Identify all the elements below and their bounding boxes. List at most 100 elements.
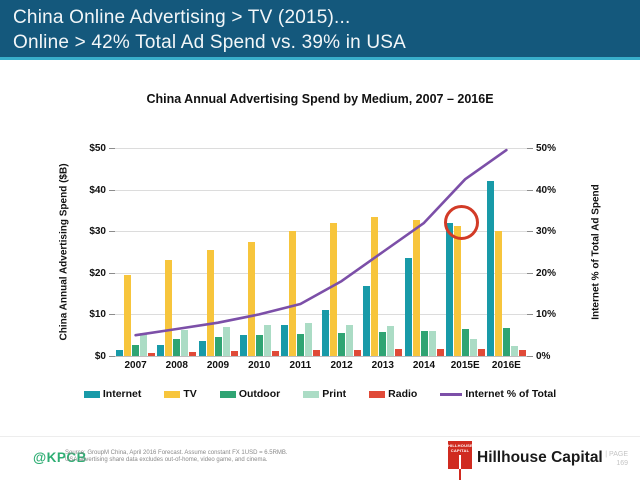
right-axis-tick-label: 20%: [536, 267, 557, 279]
chart-title: China Annual Advertising Spend by Medium…: [146, 92, 494, 106]
bar-outdoor-2012: [338, 333, 346, 356]
legend-item-radio: Radio: [369, 388, 417, 400]
bar-tv-2011: [288, 231, 296, 356]
left-axis-tick-label: $0: [94, 351, 106, 362]
x-axis-label-2014: 2014: [412, 360, 436, 371]
x-axis-label-2011: 2011: [289, 360, 312, 371]
header-title-line1: China Online Advertising > TV (2015)...: [13, 7, 351, 28]
bar-internet-2008: [157, 345, 165, 356]
chart-legend: Internet TV Outdoor Print Radio Internet % of…: [0, 388, 640, 400]
bar-radio-2016e: [518, 350, 526, 356]
highlight-circle-annotation: [443, 205, 479, 241]
right-axis-tick-label: 10%: [536, 309, 557, 321]
left-axis-tick: [109, 148, 115, 149]
gridline: [115, 231, 527, 233]
right-axis-title: Internet % of Total Ad Spend: [590, 184, 602, 320]
bar-outdoor-2008: [173, 339, 181, 356]
bar-tv-2010: [247, 241, 255, 356]
gridline: [115, 272, 527, 274]
bar-internet-2010: [239, 335, 247, 356]
legend-item-print: Print: [303, 388, 346, 400]
bar-tv-2015e: [453, 225, 461, 356]
gridline: [115, 314, 527, 316]
brand-name: Hillhouse Capital: [477, 449, 603, 466]
legend-item-outdoor: Outdoor: [219, 388, 281, 400]
right-axis-tick: [527, 148, 533, 149]
left-axis-tick: [109, 231, 115, 233]
bar-internet-2009: [198, 340, 206, 356]
bar-print-2013: [387, 325, 395, 356]
header-title-line2: Online > 42% Total Ad Spend vs. 39% in U…: [13, 32, 407, 53]
internet-share-trend-line: [134, 148, 508, 337]
bar-tv-2012: [330, 222, 338, 356]
bar-print-2012: [346, 324, 354, 356]
right-axis-tick-label: 50%: [536, 143, 557, 154]
legend-label: TV: [183, 388, 197, 400]
x-axis-label-2013: 2013: [371, 360, 394, 371]
left-axis-tick-label: $50: [89, 143, 106, 154]
bar-print-2014: [428, 331, 436, 356]
legend-label: Outdoor: [238, 388, 281, 400]
legend-swatch: [83, 390, 100, 398]
left-axis-tick: [109, 189, 115, 191]
legend-label: Internet: [102, 388, 142, 400]
right-axis-tick: [527, 356, 533, 357]
left-axis-tick-label: $20: [89, 267, 106, 279]
hillhouse-logo-stem: [459, 469, 461, 480]
slide-header: China Online Advertising > TV (2015)... …: [0, 0, 640, 60]
right-axis-tick: [527, 314, 533, 316]
bar-radio-2009: [230, 351, 238, 356]
slide-footer: @KPCB Source: GroupM China, April 2016 F…: [0, 436, 640, 480]
legend-item-internet: Internet: [83, 388, 142, 400]
bar-internet-2013: [363, 286, 371, 356]
hillhouse-logo-text1: HILLHOUSE: [448, 443, 473, 448]
bar-print-2008: [181, 329, 189, 356]
bar-print-2009: [222, 326, 230, 356]
legend-swatch: [303, 390, 320, 398]
bar-internet-2012: [322, 310, 330, 356]
bar-radio-2012: [354, 349, 362, 356]
plot-area: [109, 148, 533, 357]
bar-tv-2008: [165, 260, 173, 356]
legend-swatch: [219, 390, 236, 398]
bar-print-2011: [304, 323, 312, 356]
bar-internet-2015e: [445, 222, 453, 356]
legend-swatch: [369, 390, 386, 398]
right-axis-tick: [527, 231, 533, 233]
kpcb-logo: @KPCB: [33, 450, 87, 465]
bar-outdoor-2015e: [461, 329, 469, 356]
bar-print-2015e: [469, 339, 477, 356]
bar-internet-2014: [404, 258, 412, 356]
bar-outdoor-2011: [296, 334, 304, 356]
x-axis-label-2009: 2009: [206, 360, 230, 371]
hillhouse-logo-text2: CAPITAL: [450, 447, 470, 453]
left-axis-tick: [109, 272, 115, 274]
right-axis-tick-label: 30%: [536, 226, 557, 238]
bar-outdoor-2009: [214, 336, 222, 356]
bar-outdoor-2007: [132, 345, 140, 356]
legend-label: Radio: [388, 388, 418, 400]
page-indicator: | PAGE 169: [588, 450, 628, 468]
left-axis-tick-label: $40: [89, 184, 106, 196]
gridline: [115, 148, 527, 149]
bar-radio-2007: [148, 352, 156, 356]
legend-swatch: [440, 392, 463, 396]
bar-outdoor-2010: [255, 335, 263, 356]
bar-tv-2007: [124, 274, 132, 356]
x-axis-label-2016e: 2016E: [491, 360, 521, 371]
bar-outdoor-2013: [379, 331, 387, 356]
legend-item-tv: TV: [164, 388, 197, 400]
x-axis-label-2015e: 2015E: [450, 360, 480, 371]
right-axis-tick-label: 0%: [536, 351, 551, 362]
x-axis-label-2008: 2008: [165, 360, 188, 371]
bar-outdoor-2016e: [502, 327, 510, 356]
right-axis-tick: [527, 272, 533, 274]
left-axis-tick-label: $10: [89, 309, 106, 321]
bar-tv-2014: [412, 220, 420, 356]
legend-swatch: [164, 390, 181, 398]
legend-item-internet-of-total: Internet % of Total: [440, 388, 556, 400]
legend-label: Internet % of Total: [465, 388, 557, 400]
bar-print-2010: [263, 324, 271, 356]
gridline: [115, 189, 527, 191]
